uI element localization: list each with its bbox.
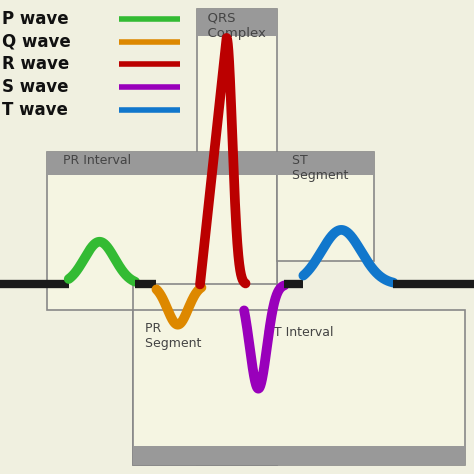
Bar [197, 9, 277, 465]
Text: QT Interval: QT Interval [264, 325, 333, 338]
Text: ST
  Segment: ST Segment [284, 154, 349, 182]
Text: PR
  Segment: PR Segment [137, 322, 202, 350]
Bar [277, 152, 374, 175]
Bar [133, 310, 465, 465]
Text: Q wave: Q wave [2, 33, 71, 51]
Text: R wave: R wave [2, 55, 70, 73]
Bar [47, 152, 277, 310]
Bar [47, 152, 277, 175]
Text: S wave: S wave [2, 78, 69, 96]
Text: T wave: T wave [2, 101, 68, 119]
Text: QRS
  Complex: QRS Complex [199, 12, 266, 40]
Bar [133, 284, 277, 465]
Bar [133, 446, 465, 465]
Bar [197, 9, 277, 36]
Text: PR Interval: PR Interval [55, 154, 131, 167]
Bar [133, 446, 277, 465]
Text: P wave: P wave [2, 10, 69, 28]
Bar [277, 152, 374, 261]
